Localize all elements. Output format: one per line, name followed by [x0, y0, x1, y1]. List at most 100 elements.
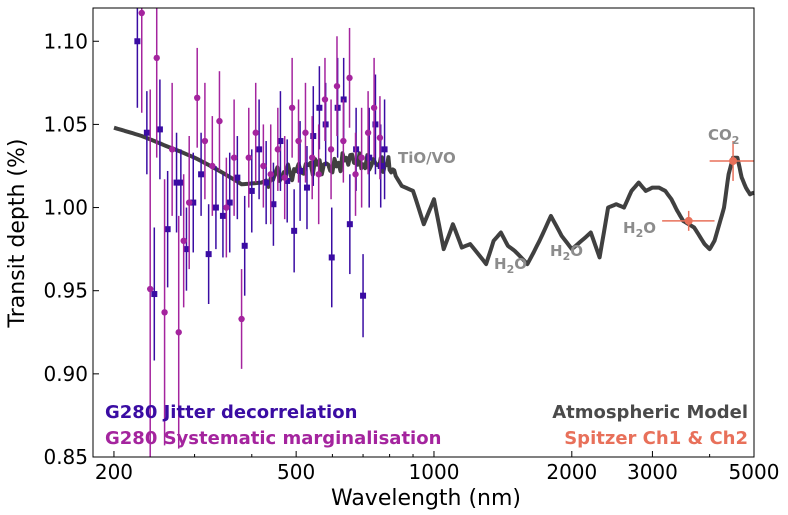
data-point: [168, 146, 176, 153]
series-marginal: [138, 8, 384, 457]
y-tick-label: 1.00: [43, 196, 88, 220]
data-point: [164, 226, 171, 233]
annotation-h2o-3: H2O: [623, 219, 656, 240]
data-point: [352, 171, 359, 178]
annotation-co2: CO2: [708, 126, 739, 147]
data-point: [226, 199, 233, 206]
data-point: [230, 154, 238, 161]
data-point: [241, 242, 248, 249]
data-point: [194, 94, 201, 102]
y-tick-label: 1.05: [43, 112, 88, 136]
annotation-tio-vo: TiO/VO: [398, 149, 456, 167]
data-point: [245, 154, 252, 161]
annotation-h2o-2: H2O: [550, 242, 583, 263]
data-point: [302, 129, 309, 136]
data-point: [291, 227, 298, 234]
data-point: [274, 146, 282, 153]
data-point: [260, 162, 267, 170]
data-point: [370, 104, 378, 111]
data-point: [219, 212, 226, 219]
data-point: [340, 137, 347, 145]
data-point: [377, 162, 384, 169]
data-point: [175, 329, 182, 336]
data-point: [346, 74, 353, 82]
data-point: [360, 292, 367, 299]
data-point: [316, 104, 323, 111]
y-tick-label: 1.10: [43, 29, 88, 53]
data-point: [156, 126, 163, 133]
x-tick-label: 2000: [546, 460, 597, 484]
data-point: [201, 137, 209, 145]
data-point: [328, 254, 335, 261]
data-point: [143, 129, 150, 136]
data-point: [138, 9, 145, 17]
data-point: [267, 171, 274, 178]
tick-labels: 0.85 0.90 0.95 1.00 1.05 1.10 200 500 1000 2000 30…: [43, 29, 779, 484]
data-point: [234, 174, 241, 181]
data-point: [134, 38, 141, 45]
data-point: [198, 171, 205, 178]
data-point: [310, 133, 317, 140]
data-point: [729, 156, 738, 165]
data-point: [161, 309, 168, 316]
data-point: [315, 171, 322, 178]
data-point: [248, 187, 255, 194]
data-point: [364, 129, 372, 136]
data-point: [185, 199, 193, 206]
data-point: [281, 174, 288, 181]
data-point: [358, 154, 365, 161]
data-point: [297, 167, 304, 174]
data-point: [180, 237, 187, 245]
data-point: [216, 117, 223, 125]
data-point: [366, 154, 373, 161]
atmospheric-model-line: [113, 125, 755, 267]
x-tick-label: 5000: [729, 460, 780, 484]
data-point: [173, 179, 180, 186]
data-point: [190, 199, 197, 206]
data-point: [321, 96, 329, 103]
legend-model: Atmospheric Model: [552, 402, 748, 423]
tick-marks: [93, 40, 755, 458]
data-point: [308, 154, 316, 161]
data-point: [153, 54, 160, 62]
data-point: [183, 246, 190, 253]
x-tick-label: 200: [95, 460, 133, 484]
series-spitzer: [662, 141, 754, 231]
data-point: [303, 184, 310, 191]
data-point: [252, 129, 259, 136]
data-point: [209, 162, 216, 170]
data-point: [381, 146, 388, 153]
x-tick-label: 3000: [627, 460, 678, 484]
legend-spitzer: Spitzer Ch1 & Ch2: [564, 428, 748, 449]
legend-jitter: G280 Jitter decorrelation: [105, 402, 357, 423]
data-point: [177, 179, 184, 186]
data-point: [270, 201, 277, 208]
data-point: [376, 134, 384, 141]
x-tick-label: 500: [277, 460, 315, 484]
data-point: [333, 82, 341, 90]
x-tick-label: 1000: [409, 460, 460, 484]
y-tick-label: 0.90: [43, 362, 88, 386]
data-point: [284, 177, 291, 184]
legend-marginal: G280 Systematic marginalisation: [105, 428, 441, 449]
data-point: [223, 204, 230, 211]
data-point: [212, 204, 219, 211]
atmospheric-model-layer: [113, 125, 755, 267]
data-point: [684, 216, 693, 225]
y-tick-label: 0.95: [43, 279, 88, 303]
data-point: [327, 146, 335, 153]
data-point: [295, 137, 302, 145]
data-point: [151, 291, 158, 298]
data-point: [288, 104, 296, 111]
data-point: [372, 121, 379, 128]
data-point: [147, 285, 154, 293]
data-point: [277, 138, 284, 145]
data-point: [238, 315, 245, 323]
x-axis-title: Wavelength (nm): [331, 486, 521, 511]
data-point: [263, 179, 270, 186]
data-series-layer: [134, 8, 754, 457]
data-point: [346, 221, 353, 228]
y-axis-title: Transit depth (%): [5, 139, 30, 329]
